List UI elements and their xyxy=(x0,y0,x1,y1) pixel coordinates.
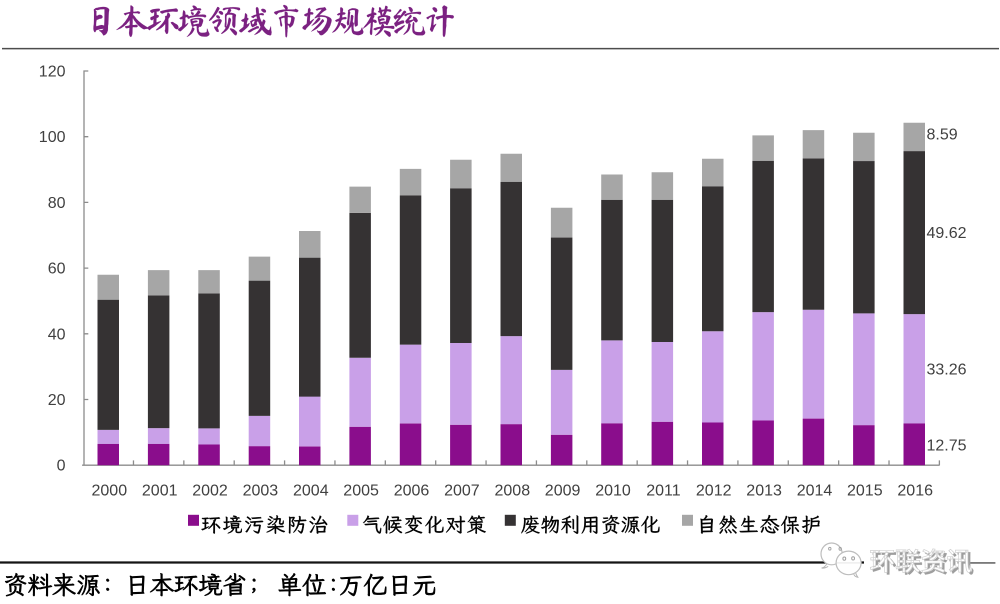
svg-text:12.75: 12.75 xyxy=(927,437,967,454)
svg-text:2000: 2000 xyxy=(92,483,128,500)
svg-text:8.59: 8.59 xyxy=(927,126,958,143)
svg-text:2015: 2015 xyxy=(847,483,883,500)
svg-text:2001: 2001 xyxy=(142,483,178,500)
svg-text:2014: 2014 xyxy=(797,483,833,500)
svg-text:2008: 2008 xyxy=(495,483,531,500)
svg-text:2004: 2004 xyxy=(293,483,329,500)
svg-text:2006: 2006 xyxy=(394,483,430,500)
svg-text:2003: 2003 xyxy=(243,483,279,500)
svg-text:2005: 2005 xyxy=(343,483,379,500)
svg-text:2009: 2009 xyxy=(545,483,581,500)
svg-text:60: 60 xyxy=(48,261,66,278)
svg-text:2013: 2013 xyxy=(746,483,782,500)
svg-text:33.26: 33.26 xyxy=(927,361,967,378)
svg-text:120: 120 xyxy=(39,64,66,81)
svg-text:2007: 2007 xyxy=(444,483,480,500)
svg-text:20: 20 xyxy=(48,392,66,409)
svg-text:2011: 2011 xyxy=(646,483,681,500)
svg-text:80: 80 xyxy=(48,195,66,212)
svg-text:0: 0 xyxy=(57,458,66,475)
svg-text:2002: 2002 xyxy=(192,483,228,500)
svg-text:49.62: 49.62 xyxy=(927,225,967,242)
svg-text:2010: 2010 xyxy=(595,483,631,500)
svg-text:100: 100 xyxy=(39,129,66,146)
svg-text:2016: 2016 xyxy=(897,483,933,500)
svg-text:2012: 2012 xyxy=(696,483,732,500)
svg-text:40: 40 xyxy=(48,326,66,343)
